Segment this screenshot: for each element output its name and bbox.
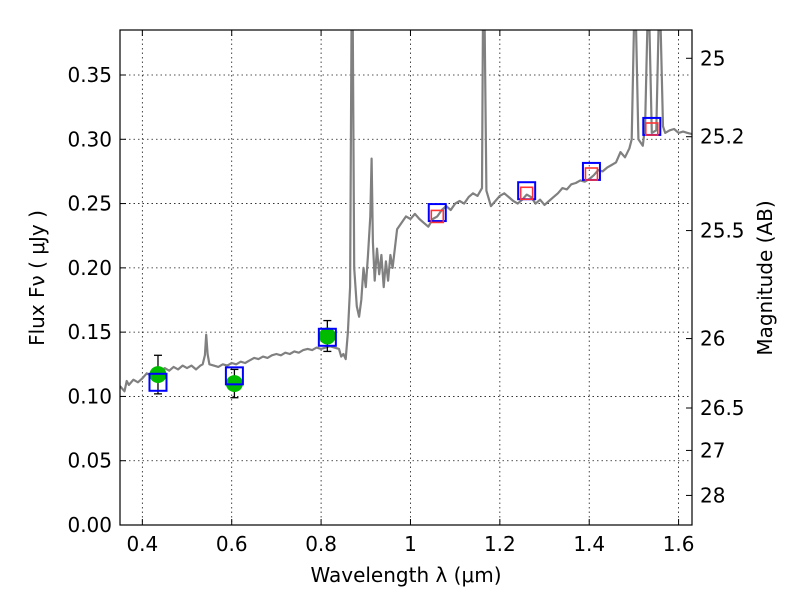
axis-ticks: 0.4 0.6 0.8 1 1.2 1.4 1.6 0.00 0.05 0.10 0.15 0.20 0… <box>67 30 745 556</box>
photometry-square-marker <box>584 167 599 181</box>
x-tick-label: 0.6 <box>216 532 248 556</box>
photometry-square-marker <box>644 122 659 136</box>
x-tick-label: 1 <box>404 532 417 556</box>
y2-axis-label: Magnitude (AB) <box>753 200 777 355</box>
y-tick-label: 0.35 <box>67 63 112 87</box>
y-tick-label: 0.15 <box>67 320 112 344</box>
plot-area <box>120 30 692 399</box>
grid-lines <box>120 30 692 526</box>
x-tick-label: 0.8 <box>305 532 337 556</box>
observed-flux-point <box>318 327 336 345</box>
y2-tick-label: 26.5 <box>700 396 745 420</box>
x-tick-label: 1.6 <box>663 532 695 556</box>
y-tick-label: 0.10 <box>67 384 112 408</box>
model-band-marker <box>317 327 337 347</box>
plot-frame <box>119 29 693 526</box>
y-tick-label: 0.20 <box>67 256 112 280</box>
y-tick-label: 0.00 <box>67 513 112 537</box>
y2-tick-label: 25 <box>700 46 725 70</box>
model-band-marker <box>148 372 168 392</box>
sed-model-line <box>120 30 692 393</box>
model-band-marker <box>224 366 244 386</box>
y2-tick-label: 25.5 <box>700 219 745 243</box>
y-tick-label: 0.30 <box>67 127 112 151</box>
y2-tick-label: 27 <box>700 438 725 462</box>
y-axis-label: Flux Fν ( μJy ) <box>25 210 49 346</box>
model-band-marker <box>427 203 447 223</box>
x-tick-label: 1.2 <box>484 532 516 556</box>
y-tick-label: 0.25 <box>67 192 112 216</box>
y2-tick-label: 25.2 <box>700 125 745 149</box>
x-tick-label: 0.4 <box>126 532 158 556</box>
y2-tick-label: 26 <box>700 327 725 351</box>
y-tick-label: 0.05 <box>67 449 112 473</box>
y2-tick-label: 28 <box>700 483 725 507</box>
photometry-square-marker <box>519 186 534 201</box>
x-axis-label: Wavelength λ (μm) <box>310 563 501 587</box>
x-tick-label: 1.4 <box>573 532 605 556</box>
photometry-square-marker <box>430 209 445 224</box>
